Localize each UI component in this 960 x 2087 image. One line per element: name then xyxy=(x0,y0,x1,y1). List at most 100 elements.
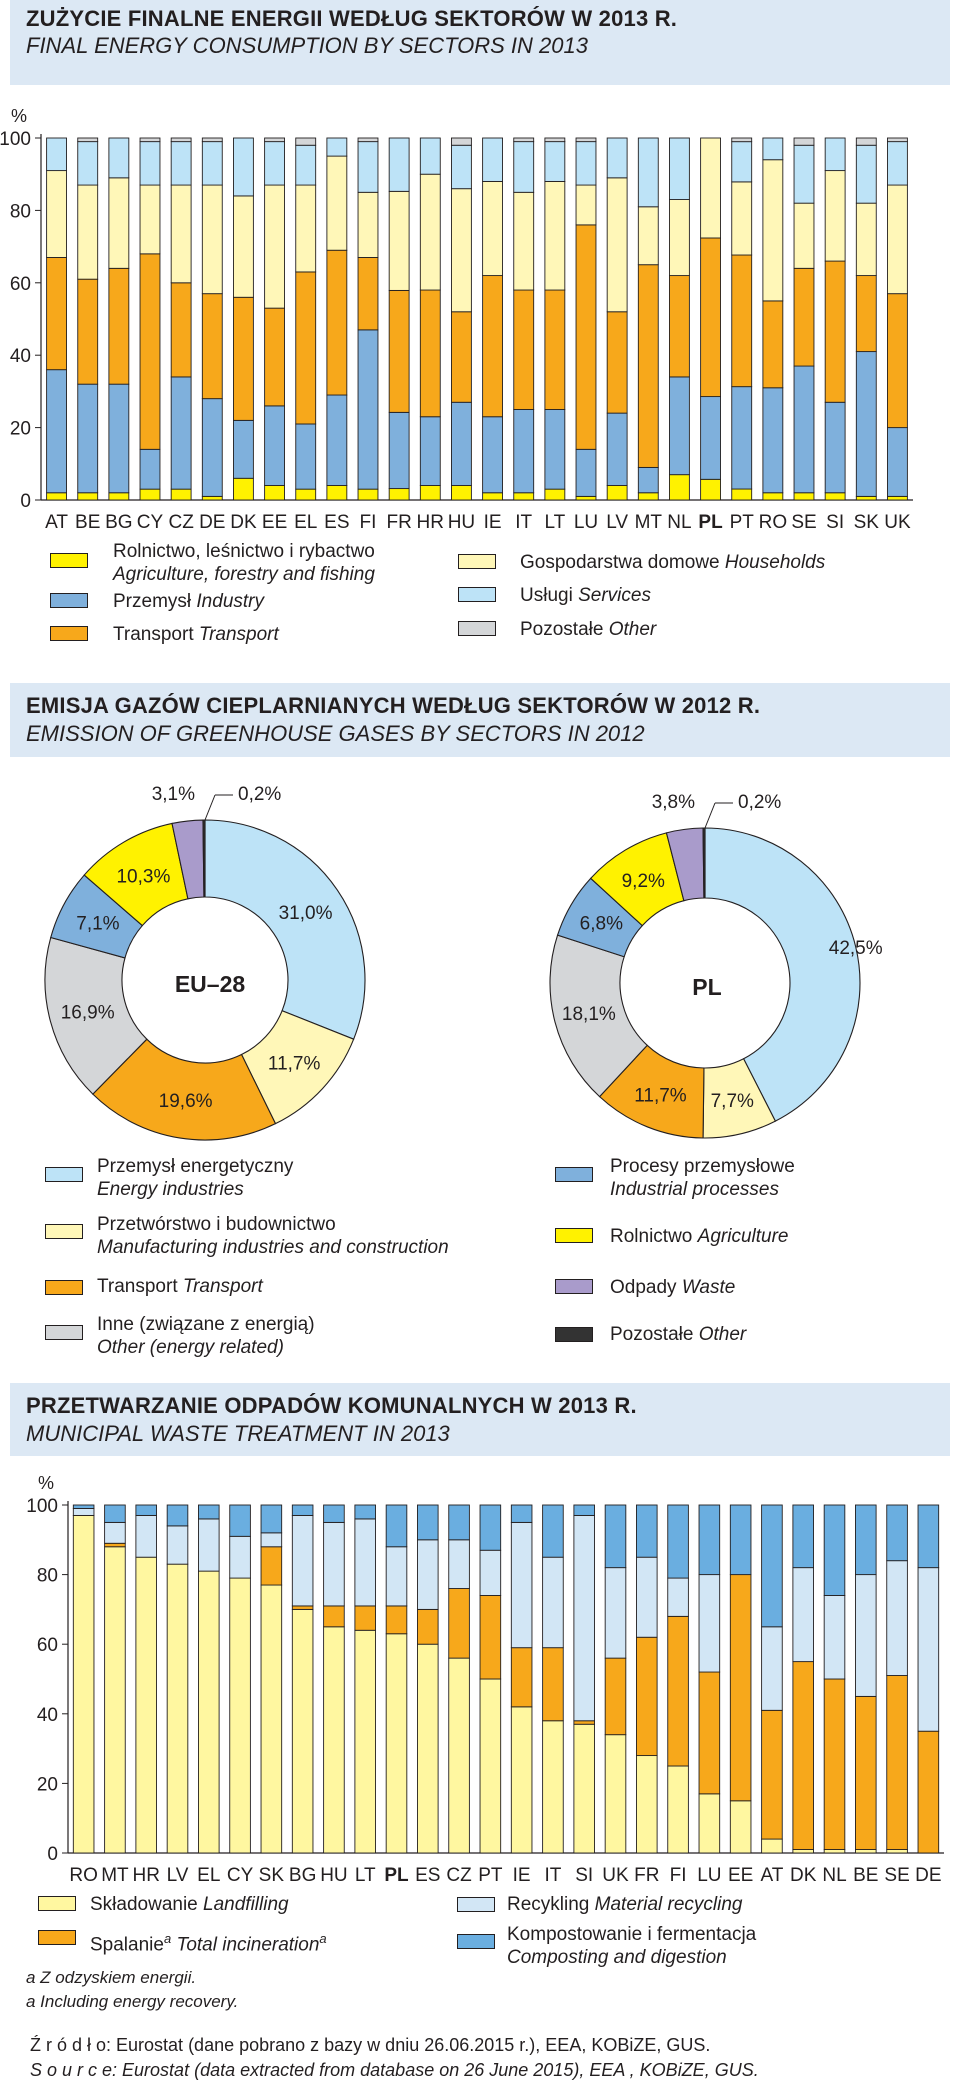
bar-uk-other xyxy=(887,137,908,143)
legend-label-pl: Pozostałe xyxy=(520,619,604,640)
legend-swatch-composting xyxy=(457,1934,495,1949)
bar-se-landfilling xyxy=(886,1849,908,1854)
bar-de-other xyxy=(201,137,223,143)
bar-si-services xyxy=(824,137,846,172)
legend-label-en: Energy industries xyxy=(97,1179,244,1200)
bar-ro-services xyxy=(762,137,784,161)
legend-item-waste: Odpady Waste xyxy=(610,1276,735,1299)
x-tick-label: LT xyxy=(355,1865,376,1886)
bar-mt-total-incineration xyxy=(104,1542,126,1548)
bar-bg-landfilling xyxy=(291,1608,314,1854)
bar-be-composting-and-digestion xyxy=(855,1504,877,1576)
legend-item-transport: Transport Transport xyxy=(113,623,279,646)
bar-pl-composting-and-digestion xyxy=(385,1504,408,1548)
legend-label-en: Transport xyxy=(198,624,279,645)
legend-item-industry: Przemysł Industry xyxy=(113,590,264,613)
bar-cy-composting-and-digestion xyxy=(229,1504,251,1537)
y-axis-unit: % xyxy=(11,106,27,126)
legend-label-en: Waste xyxy=(681,1277,736,1298)
bar-nl-total-incineration xyxy=(823,1678,846,1850)
x-tick-label: RO xyxy=(69,1865,98,1886)
donut-slice-other xyxy=(202,819,206,898)
bar-el-other xyxy=(295,137,317,146)
y-tick-label: 80 xyxy=(37,1566,58,1587)
bar-uk-total-incineration xyxy=(604,1657,627,1736)
energy-bar-chart: 0 20 40 60 80 100% AT BE BG CY CZ DE DK EE EL ES FI FR HR H… xyxy=(0,106,913,533)
x-tick-label: PT xyxy=(730,512,755,533)
bar-nl-material-recycling xyxy=(823,1595,846,1680)
bar-lu-composting-and-digestion xyxy=(698,1504,721,1576)
x-tick-label: BG xyxy=(289,1865,316,1886)
donut-label: 11,7% xyxy=(634,1085,687,1106)
legend-label-en: Households xyxy=(724,552,826,573)
x-tick-label: ES xyxy=(415,1865,440,1886)
legend-label-pl: Transport xyxy=(97,1276,178,1297)
legend-label-en: Other xyxy=(698,1324,747,1345)
legend-swatch-energy-industries xyxy=(45,1167,83,1182)
bar-uk-material-recycling xyxy=(604,1567,627,1659)
bar-de-composting-and-digestion xyxy=(917,1504,940,1569)
ghg-header: EMISJA GAZÓW CIEPLARNIANYCH WEDŁUG SEKTO… xyxy=(10,683,950,757)
legend-swatch-industry xyxy=(50,593,88,608)
donut-label: 7,7% xyxy=(711,1091,754,1112)
bar-sk-composting-and-digestion xyxy=(260,1504,283,1534)
x-tick-label: SI xyxy=(575,1865,593,1886)
bar-it-composting-and-digestion xyxy=(542,1504,564,1558)
x-tick-label: HR xyxy=(417,512,444,533)
legend-item-incineration: Spalaniea Total incinerationa xyxy=(90,1927,327,1956)
legend-item-other-energy: Inne (związane z energią) Other (energy … xyxy=(97,1313,315,1359)
legend-label-en: Services xyxy=(578,585,651,606)
legend-swatch-landfilling xyxy=(38,1896,76,1911)
x-tick-label: NL xyxy=(822,1865,846,1886)
bar-lv-composting-and-digestion xyxy=(166,1504,189,1527)
x-tick-label: LV xyxy=(167,1865,189,1886)
donut-label: 6,8% xyxy=(580,914,623,935)
x-tick-label: DE xyxy=(199,512,225,533)
legend-label-pl: Rolnictwo, leśnictwo i rybactwo xyxy=(113,541,375,562)
bar-it-landfilling xyxy=(542,1720,564,1854)
y-tick-label: 0 xyxy=(20,491,31,512)
x-tick-label: EE xyxy=(728,1865,753,1886)
x-tick-label: MT xyxy=(635,512,663,533)
y-tick-label: 60 xyxy=(37,1635,58,1656)
legend-item-agriculture: Rolnictwo Agriculture xyxy=(610,1225,788,1248)
bar-hu-material-recycling xyxy=(323,1521,345,1607)
donut-label: 9,2% xyxy=(622,871,665,892)
waste-title-en: MUNICIPAL WASTE TREATMENT IN 2013 xyxy=(26,1421,450,1446)
waste-header: PRZETWARZANIE ODPADÓW KOMUNALNYCH W 2013… xyxy=(10,1383,950,1456)
legend-label-pl: Przetwórstwo i budownictwo xyxy=(97,1214,336,1235)
bar-mt-material-recycling xyxy=(104,1521,126,1544)
bar-es-material-recycling xyxy=(417,1539,439,1610)
legend-label-en: Landfilling xyxy=(203,1894,289,1915)
bar-se-other xyxy=(793,137,815,146)
bar-ro-landfilling xyxy=(72,1514,95,1854)
legend-label-pl: Transport xyxy=(113,624,194,645)
legend-label-en: Agriculture xyxy=(697,1226,789,1247)
bar-se-material-recycling xyxy=(886,1560,908,1676)
x-tick-label: EL xyxy=(197,1865,220,1886)
ghg-title-en: EMISSION OF GREENHOUSE GASES BY SECTORS … xyxy=(26,721,645,746)
bar-hr-material-recycling xyxy=(135,1514,157,1558)
legend-item-energy-industries: Przemysł energetyczny Energy industries xyxy=(97,1155,293,1201)
legend-item-industrial-processes: Procesy przemysłowe Industrial processes xyxy=(610,1155,795,1201)
bar-cz-composting-and-digestion xyxy=(448,1504,470,1541)
bar-fr-services xyxy=(388,137,410,192)
legend-item-composting: Kompostowanie i fermentacja Composting a… xyxy=(507,1923,756,1969)
bar-fi-other xyxy=(357,137,379,143)
x-tick-label: LU xyxy=(697,1865,721,1886)
footnote-en: a Including energy recovery. xyxy=(26,1992,239,2011)
x-tick-label: LV xyxy=(606,512,628,533)
legend-label-pl: Kompostowanie i fermentacja xyxy=(507,1924,757,1945)
x-tick-label: IT xyxy=(544,1865,561,1886)
legend-label-pl: Inne (związane z energią) xyxy=(97,1314,315,1335)
x-tick-label: DK xyxy=(230,512,257,533)
x-tick-label: IT xyxy=(515,512,532,533)
bar-ie-composting-and-digestion xyxy=(510,1504,533,1523)
y-tick-label: 20 xyxy=(37,1774,58,1795)
y-axis-unit: % xyxy=(38,1473,54,1493)
legend-sup: a xyxy=(163,1931,172,1946)
x-tick-label: UK xyxy=(602,1865,629,1886)
bar-pl-total-incineration xyxy=(385,1605,408,1635)
legend-label-pl: Przemysł energetyczny xyxy=(97,1156,294,1177)
donut-label: 18,1% xyxy=(562,1004,616,1025)
